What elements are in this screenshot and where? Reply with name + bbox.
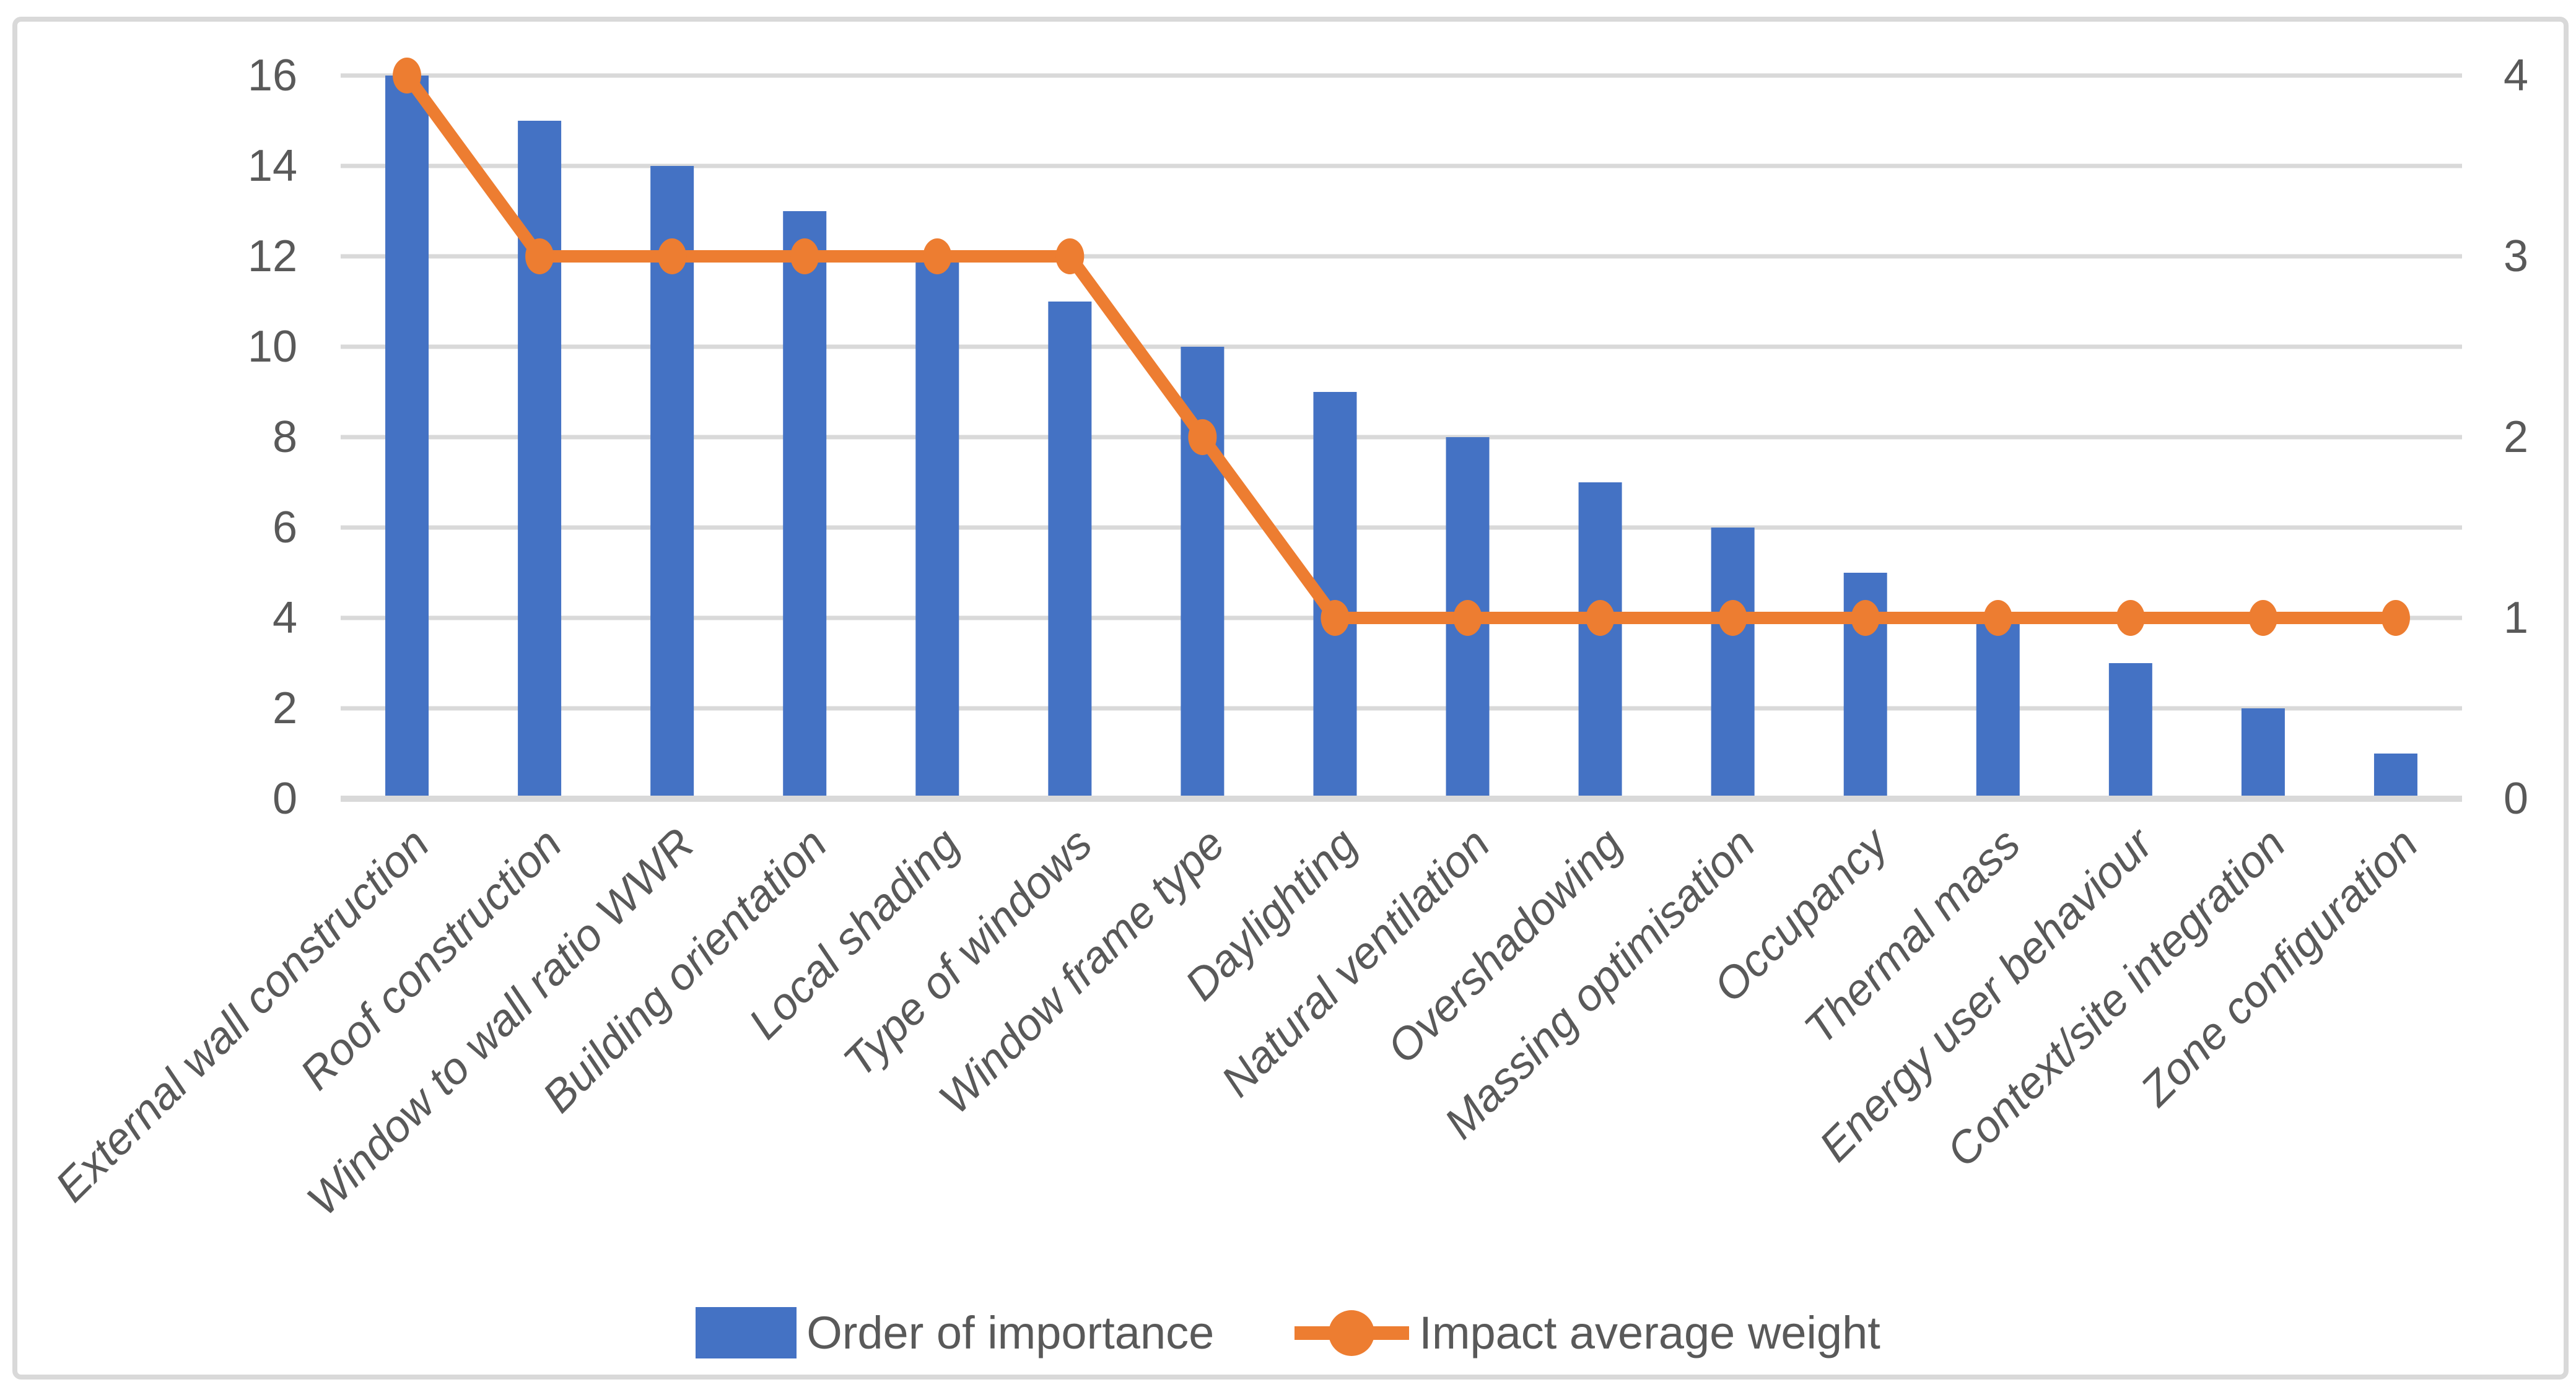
bar xyxy=(915,256,959,801)
left-axis-tick-label: 8 xyxy=(273,412,297,462)
line-marker xyxy=(658,238,687,274)
legend-line-marker-icon xyxy=(1295,1310,1410,1356)
line-marker xyxy=(525,238,554,274)
bar xyxy=(2373,754,2417,801)
line-marker xyxy=(1321,600,1350,636)
line-marker xyxy=(2381,600,2410,636)
bar xyxy=(1048,302,1092,801)
bar xyxy=(1976,618,2020,801)
line-marker xyxy=(1718,600,1747,636)
legend-bar-swatch-icon xyxy=(696,1307,797,1358)
legend: Order of importance Impact average weigh… xyxy=(0,1297,2576,1368)
bar xyxy=(783,211,827,801)
legend-item-impact-average-weight: Impact average weight xyxy=(1295,1302,1880,1364)
line-marker xyxy=(1055,238,1085,274)
left-axis-tick-label: 0 xyxy=(273,774,297,824)
line-marker xyxy=(1586,600,1615,636)
legend-item-order-of-importance: Order of importance xyxy=(696,1306,1214,1359)
bar xyxy=(518,121,562,801)
category-label: Type of windows xyxy=(834,819,1102,1087)
left-axis-tick-label: 10 xyxy=(248,322,297,372)
left-axis-tick-label: 16 xyxy=(248,51,297,100)
left-axis-tick-label: 4 xyxy=(273,593,297,643)
line-series xyxy=(401,69,2402,624)
legend-label-line-series: Impact average weight xyxy=(1419,1307,1880,1358)
bar xyxy=(1711,528,1755,801)
line-marker xyxy=(923,238,952,274)
right-axis-tick-label: 2 xyxy=(2504,412,2528,462)
bar xyxy=(2108,663,2152,801)
right-axis-tick-label: 4 xyxy=(2504,51,2528,100)
line-marker xyxy=(393,58,422,93)
legend-label-bar-series: Order of importance xyxy=(806,1307,1215,1358)
right-axis-tick-label: 0 xyxy=(2504,774,2528,824)
bar xyxy=(1578,482,1622,801)
right-axis-tick-label: 1 xyxy=(2504,593,2528,643)
left-axis-tick-label: 14 xyxy=(248,141,297,191)
legend-marker xyxy=(1329,1310,1375,1356)
line-marker xyxy=(1851,600,1880,636)
line-marker xyxy=(790,238,819,274)
left-axis-tick-label: 6 xyxy=(273,503,297,552)
right-axis-tick-label: 3 xyxy=(2504,232,2528,281)
bar xyxy=(2241,708,2285,801)
category-label: Overshadowing xyxy=(1378,819,1632,1073)
line-marker xyxy=(2248,600,2277,636)
line-marker xyxy=(1188,419,1217,455)
left-axis-tick-label: 12 xyxy=(248,232,297,281)
line-marker xyxy=(1453,600,1482,636)
line-marker xyxy=(1983,600,2012,636)
line-marker xyxy=(2116,600,2145,636)
bar xyxy=(385,76,429,801)
left-axis-tick-label: 2 xyxy=(273,684,297,733)
